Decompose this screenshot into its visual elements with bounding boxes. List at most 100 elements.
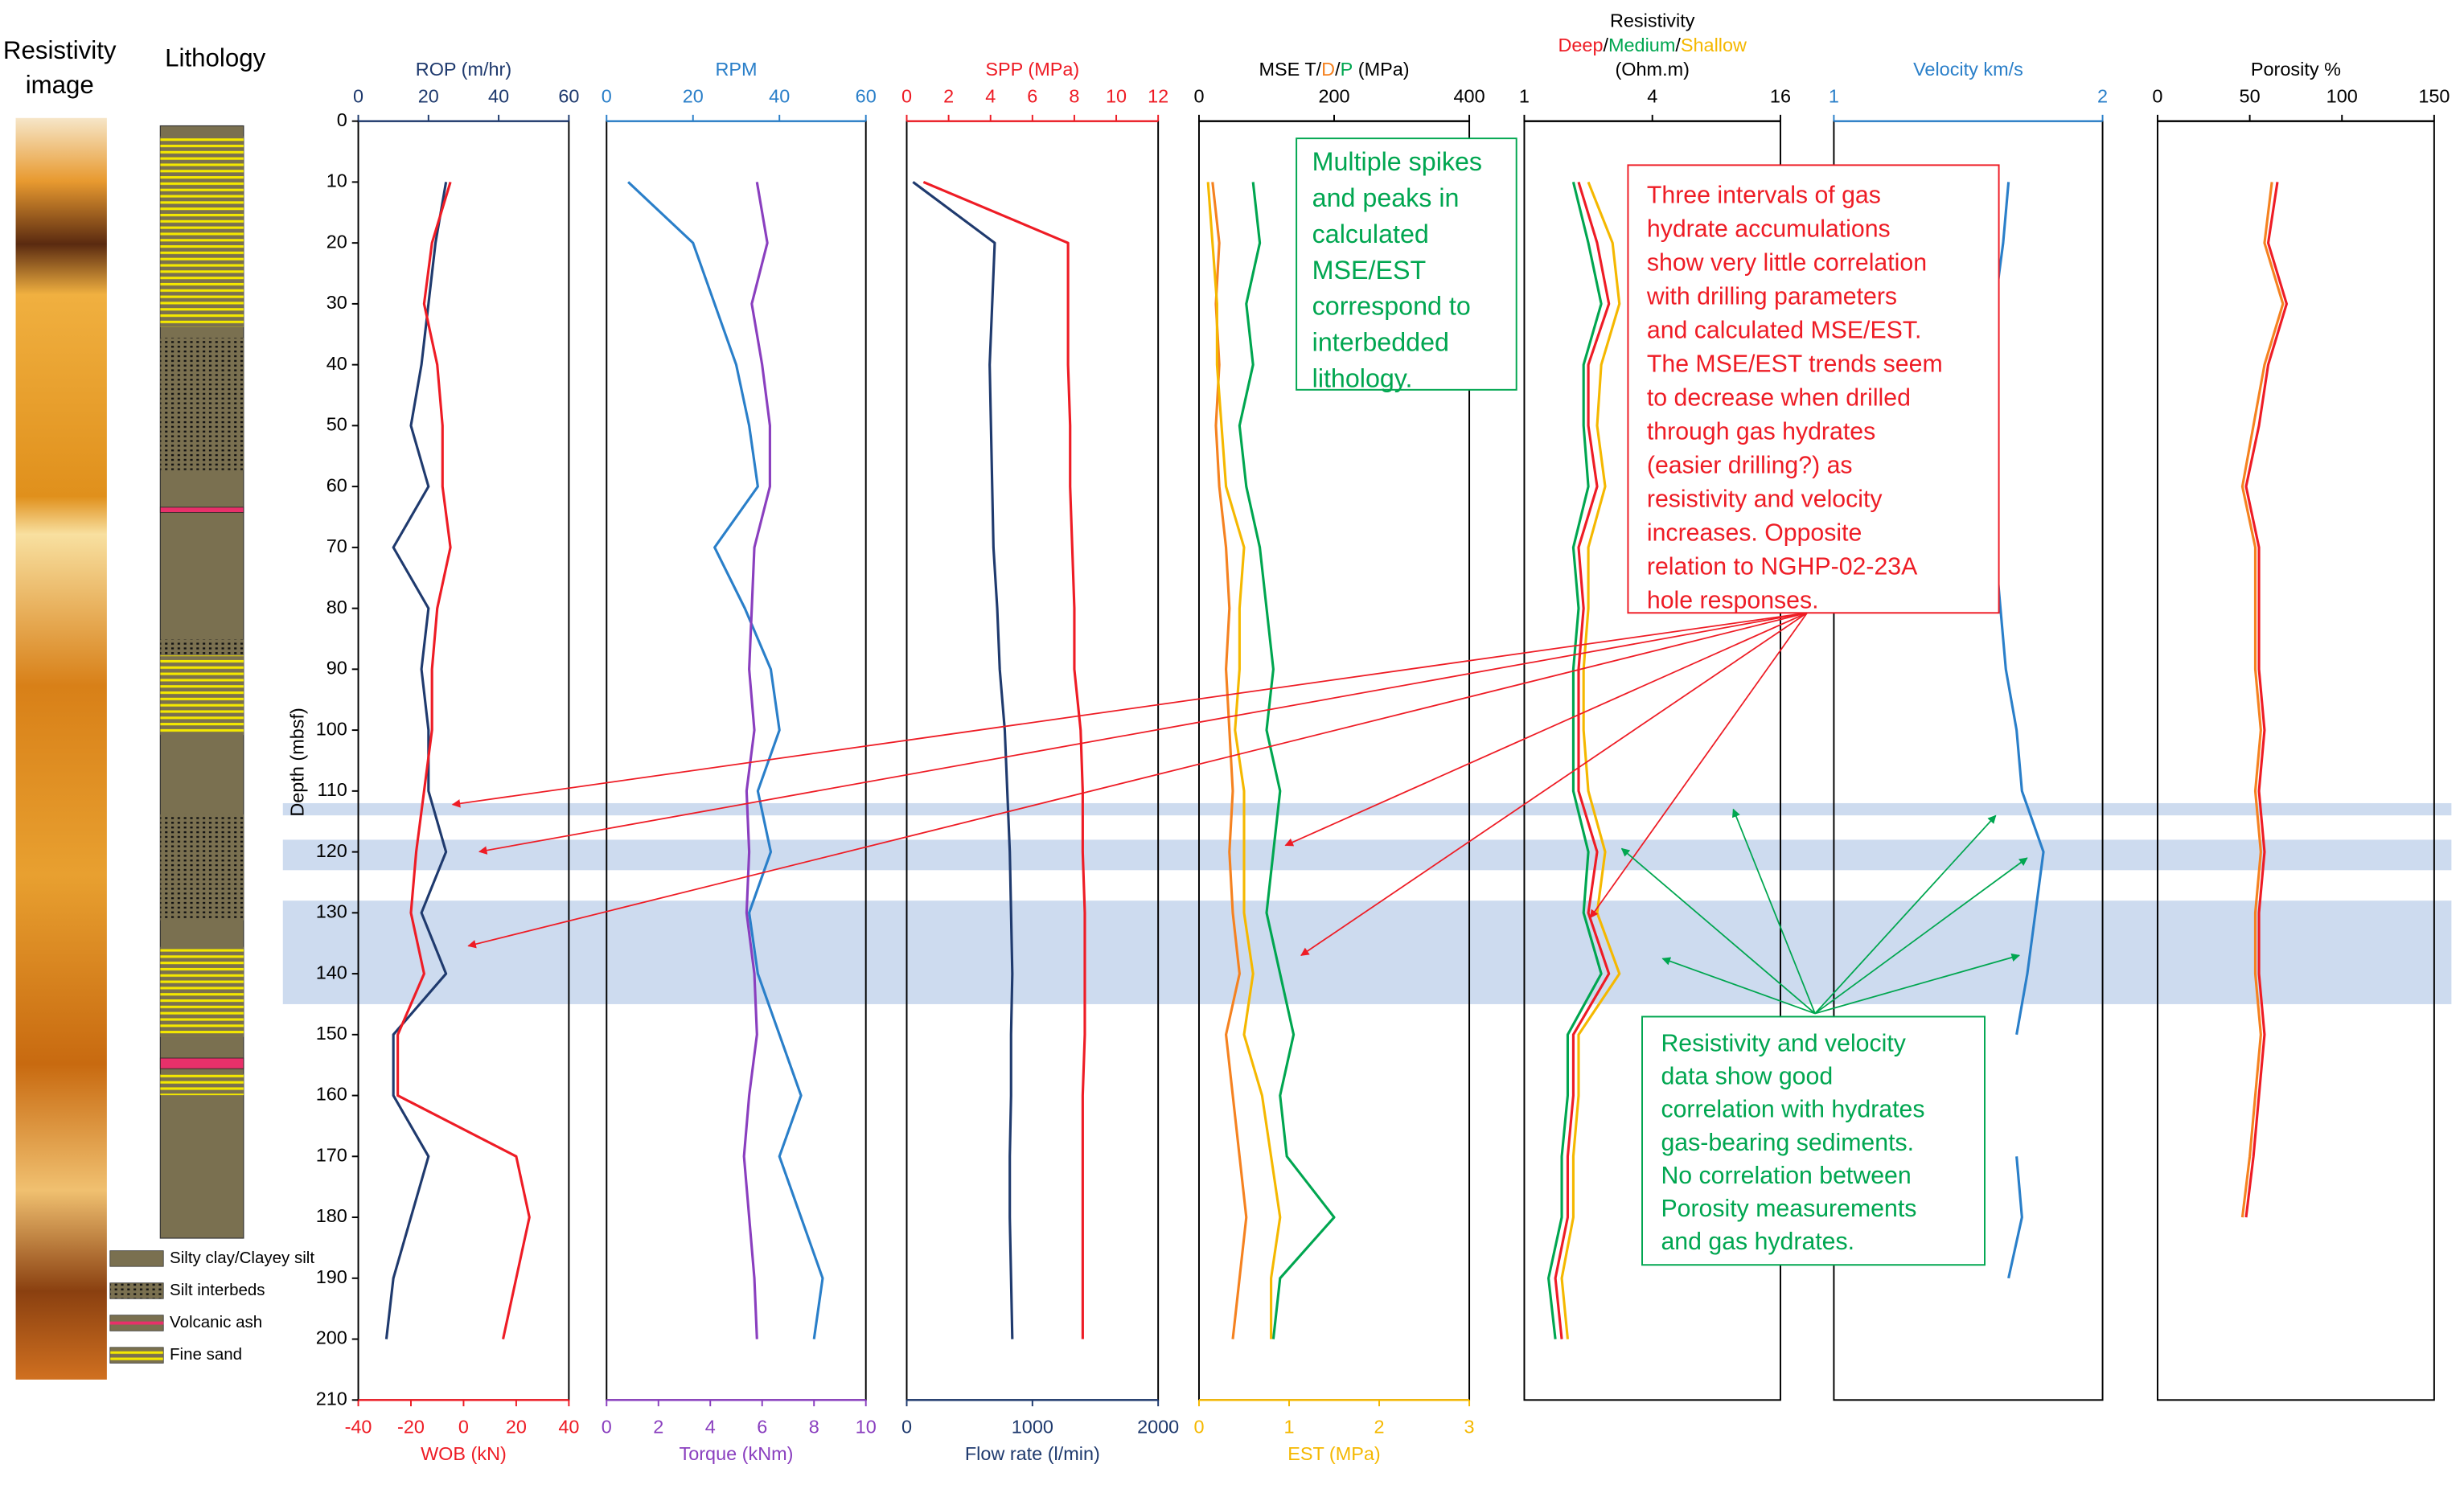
tick-label: 90 [326,658,347,679]
tick-label: 20 [418,86,439,107]
annotation-text: increases. Opposite [1647,520,1862,547]
annotation-text: resistivity and velocity [1647,486,1883,513]
log-curve [2244,182,2289,1218]
tick-label: 12 [1148,86,1168,107]
axis-title: Torque (kNm) [680,1443,794,1464]
annotation-text: Porosity measurements [1661,1196,1916,1222]
axis-title: WOB (kN) [421,1443,507,1464]
lithology-title: Lithology [165,44,265,72]
track-title: ROP (m/hr) [416,59,511,80]
annotation-text: relation to NGHP-02-23A [1647,554,1918,580]
legend-label: Fine sand [170,1345,242,1364]
tick-label: 10 [856,1417,877,1438]
tick-label: 0 [353,86,363,107]
log-curve [2240,182,2285,1218]
title-part: MSE T/ [1259,59,1321,80]
tick-label: 40 [769,86,790,107]
annotation-text: MSE/EST [1312,256,1427,285]
annotation-text: gas-bearing sediments. [1661,1130,1914,1156]
tick-label: 20 [683,86,704,107]
log-curve [384,182,448,1339]
tick-label: 140 [316,962,347,982]
arrow [1814,857,2028,1015]
tick-label: 20 [326,231,347,252]
track-frame [906,120,1160,1401]
ash-layer [159,507,244,513]
tick-label: 130 [316,901,347,922]
title-part: / [1603,35,1608,55]
track-title: MSE T/D/P (MPa) [1259,59,1409,80]
tick-label: 50 [2240,86,2261,107]
tick-label: 0 [1193,1417,1204,1438]
tick-label: 4 [705,1417,716,1438]
tick-label: 30 [326,292,347,313]
arrow [451,612,1808,808]
title-part: Porosity % [2251,59,2341,80]
tick-label: 0 [602,86,612,107]
title-part: Shallow [1681,35,1747,55]
tick-label: 16 [1770,86,1791,107]
log-curve [1547,182,1603,1339]
title-part: Velocity km/s [1913,59,2023,80]
axis-title: EST (MPa) [1287,1443,1380,1464]
tick-label: 210 [316,1388,347,1409]
annotation-text: through gas hydrates [1647,419,1875,445]
legend-swatch [109,1282,164,1299]
arrows [451,612,2028,1015]
sand-layer [160,655,244,736]
log-curve [1560,181,1621,1339]
tick-label: 150 [316,1023,347,1044]
tick-label: 8 [809,1417,819,1438]
tick-label: 40 [488,86,509,107]
title-part: Medium [1608,35,1675,55]
tick-label: 100 [316,718,347,739]
annotation-text: Multiple spikes [1312,147,1482,176]
annotation-text: with drilling parameters [1646,283,1897,310]
legend-label: Silty clay/Clayey silt [170,1249,314,1267]
title-part: Resistivity [1610,10,1695,31]
title-part: ROP (m/hr) [416,59,511,80]
annotation-box [1296,137,1517,391]
tick-label: 2000 [1137,1417,1179,1438]
highlight-band [282,900,2452,1004]
arrow [478,612,1808,855]
arrow [467,612,1808,949]
tick-label: 200 [1318,86,1349,107]
tick-label: 200 [316,1327,347,1348]
tick-label: 0 [2152,86,2162,107]
tick-label: -20 [397,1417,425,1438]
arrow [1300,612,1808,957]
tick-label: 1 [1519,86,1530,107]
image-title: image [26,71,94,99]
track-frame [357,120,570,1401]
tick-label: 50 [326,414,347,435]
annotation-text: Three intervals of gas [1647,182,1881,208]
tick-label: 4 [1647,86,1657,107]
track-frame [2156,120,2435,1401]
track-title: Resistivity [1610,10,1695,31]
annotation-text: data show good [1661,1064,1833,1090]
legend-swatch [109,1250,164,1267]
tick-label: -40 [345,1417,372,1438]
axis-title: Flow rate (l/min) [965,1443,1100,1464]
annotation-text: (easier drilling?) as [1647,453,1853,479]
arrow [1814,814,1997,1015]
annotation-text: No correlation between [1661,1163,1911,1189]
silt-layer [160,814,244,921]
tick-label: 60 [558,86,579,107]
tick-label: 80 [326,597,347,617]
tick-label: 6 [1027,86,1037,107]
track-title: Velocity km/s [1913,59,2023,80]
log-curve [627,181,824,1339]
tick-label: 70 [326,535,347,556]
tick-label: 1000 [1012,1417,1053,1438]
tick-label: 0 [602,1417,612,1438]
tick-label: 2 [2097,86,2108,107]
silt-layer [160,338,244,470]
track-title: RPM [715,59,757,80]
title-part: / [1675,35,1681,55]
ash-layer [159,1057,244,1069]
tick-label: 170 [316,1144,347,1165]
annotation-text: correlation with hydrates [1661,1097,1924,1123]
annotation-text: calculated [1312,219,1429,248]
